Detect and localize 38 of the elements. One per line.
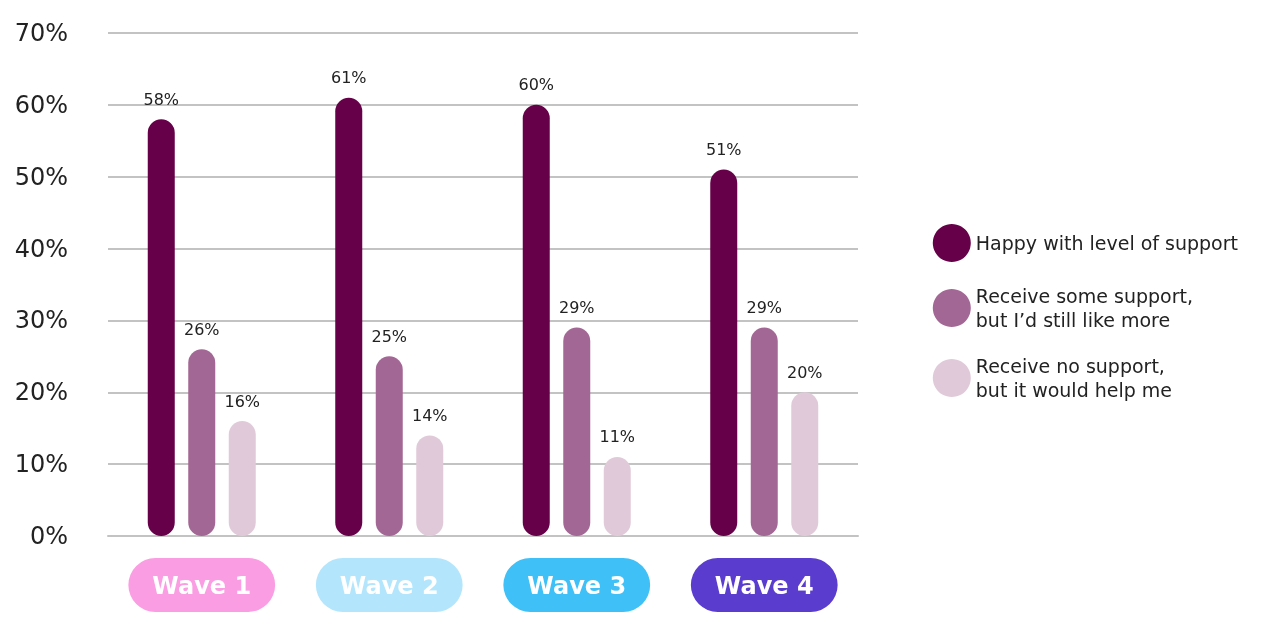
legend-label: Happy with level of support (975, 232, 1239, 254)
data-label: 61% (330, 68, 367, 88)
bar (791, 392, 819, 536)
data-label: 51% (705, 140, 742, 160)
y-tick-label: 40% (14, 234, 68, 263)
y-tick-label: 10% (14, 450, 68, 479)
x-tick-label: Wave 2 (339, 572, 439, 600)
data-label: 29% (746, 298, 783, 318)
legend-label: Receive some support, but I’d still like more (975, 285, 1193, 331)
bar (335, 97, 363, 536)
bar (750, 327, 778, 536)
data-label: 29% (558, 298, 595, 318)
data-label: 11% (599, 427, 636, 447)
data-label: 58% (143, 89, 180, 109)
data-label: 16% (224, 391, 261, 411)
data-label: 20% (786, 362, 823, 382)
legend-label: Receive no support, but it would help me (975, 355, 1173, 401)
y-tick-label: 70% (14, 19, 68, 47)
y-tick-label: 50% (14, 162, 68, 191)
bar (147, 119, 175, 536)
data-label: 26% (183, 319, 220, 339)
bar (522, 104, 550, 536)
bar (375, 356, 403, 536)
bar (228, 421, 256, 536)
x-tick-label: Wave 4 (714, 572, 814, 600)
x-tick-label: Wave 3 (527, 572, 627, 600)
y-tick-label: 30% (14, 306, 68, 335)
bar (710, 169, 738, 536)
y-tick-label: 0% (29, 522, 68, 550)
data-label: 60% (518, 75, 555, 95)
y-tick-label: 60% (14, 90, 68, 119)
x-tick-label: Wave 1 (152, 572, 252, 600)
bar (563, 327, 591, 536)
y-tick-label: 20% (14, 378, 68, 407)
data-label: 14% (411, 405, 448, 425)
data-label: 25% (371, 326, 408, 346)
bar (188, 349, 216, 536)
bar (416, 435, 444, 536)
